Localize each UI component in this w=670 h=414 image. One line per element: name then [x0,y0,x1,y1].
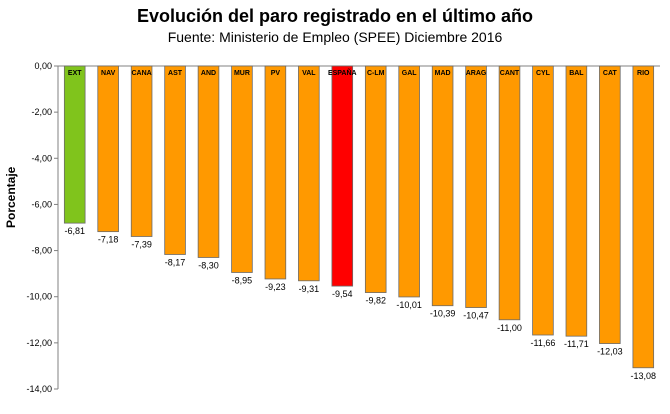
data-label: -11,00 [497,323,522,333]
data-label: -9,23 [265,282,286,292]
bar [97,65,119,233]
data-label: -12,03 [597,347,623,357]
y-tick-label: -10,00 [26,292,52,302]
category-label: AST [168,70,183,77]
chart-subtitle: Fuente: Ministerio de Empleo (SPEE) Dici… [167,29,503,45]
category-label: MAD [435,70,451,77]
category-label: C-LM [367,70,385,77]
y-tick-label: -2,00 [31,107,52,117]
chart-title: Evolución del paro registrado en el últi… [136,6,534,26]
bar [398,65,420,298]
data-label: -8,30 [198,260,219,270]
y-tick-label: -4,00 [31,153,52,163]
data-label: -8,17 [165,257,186,267]
bar [231,65,253,273]
category-label: GAL [402,70,418,77]
data-label: -9,31 [299,284,320,294]
data-label: -7,18 [98,235,119,245]
category-label: VAL [302,70,316,77]
bar [298,65,320,282]
y-tick-label: -14,00 [26,384,52,394]
category-label: ARAG [466,70,487,77]
data-label: -6,81 [64,226,85,236]
category-label: CANA [131,70,151,77]
data-label: -11,71 [564,339,589,349]
bar [431,65,454,307]
category-label: RIO [637,70,650,77]
category-label: CAT [603,70,618,77]
bar [498,65,521,321]
category-label: CYL [536,70,551,77]
category-label: MUR [234,70,250,77]
data-label: -11,66 [531,338,556,348]
data-label: -13,08 [631,371,657,381]
bar [532,65,554,336]
data-label: -8,95 [232,275,253,285]
data-label: -10,47 [463,311,489,321]
category-label: CANT [500,70,520,77]
bar [264,65,287,280]
bar [565,65,588,337]
bar [364,65,387,293]
category-label: ESPAÑA [328,68,357,77]
category-label: PV [271,70,281,77]
data-label: -10,01 [396,300,422,310]
category-label: EXT [68,70,82,77]
bar [130,65,153,237]
category-label: AND [201,70,216,77]
category-label: NAV [101,70,116,77]
bar [465,65,487,308]
y-tick-label: 0,00 [34,61,52,71]
bar [599,65,621,344]
data-label: -9,54 [332,289,353,299]
category-label: BAL [569,70,584,77]
data-label: -7,39 [131,239,152,249]
y-tick-label: -12,00 [26,338,52,348]
y-tick-label: -6,00 [31,199,52,209]
y-tick-label: -8,00 [31,246,52,256]
bar [63,65,86,224]
bar [331,65,354,287]
bar [197,65,220,258]
bar [632,65,655,369]
bar [164,65,186,255]
data-label: -10,39 [430,309,456,319]
data-label: -9,82 [365,296,386,306]
